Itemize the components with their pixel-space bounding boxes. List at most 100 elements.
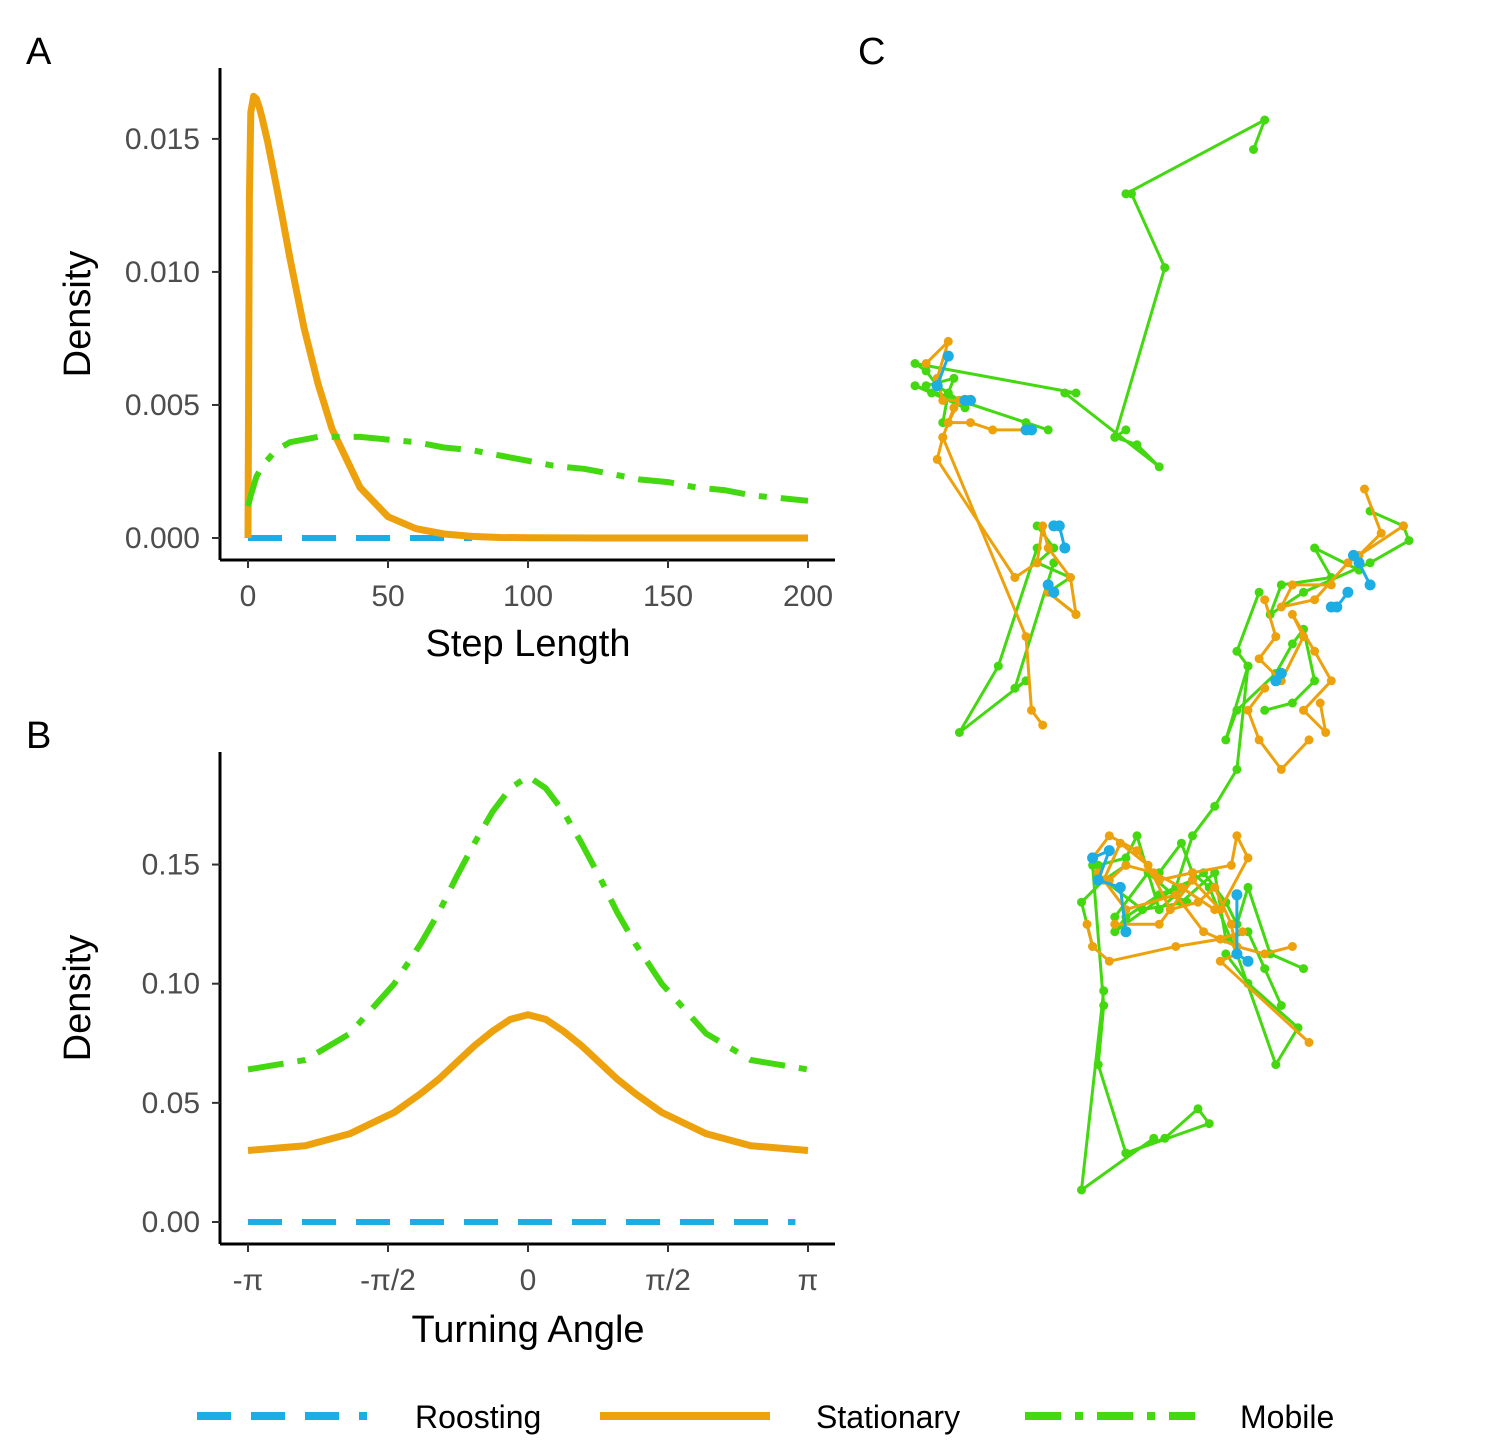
- track-point-stationary: [1171, 942, 1181, 951]
- track-point-stationary: [1304, 735, 1314, 745]
- series-line-stationary: [247, 1011, 809, 1154]
- y-tick-label: 0.015: [125, 123, 200, 156]
- track-point-roosting: [1364, 579, 1376, 591]
- track-point-mobile: [1043, 425, 1053, 435]
- x-tick-label: 100: [503, 580, 553, 613]
- track-point-stationary: [1154, 919, 1164, 929]
- track-point-stationary: [1171, 890, 1181, 900]
- y-tick-label: 0.005: [125, 389, 200, 422]
- panel-b-y-ticks: 0.00 0.05 0.10 0.15: [142, 849, 220, 1239]
- track-path-mobile: [957, 547, 1056, 734]
- track-path-stationary: [1246, 687, 1311, 771]
- track-path-mobile: [1268, 509, 1411, 616]
- track-point-mobile: [1110, 432, 1120, 442]
- x-tick-label: 150: [643, 580, 693, 613]
- panel-b-y-axis-title: Density: [57, 935, 99, 1062]
- track-point-stationary: [1065, 573, 1075, 582]
- track-point-stationary: [1104, 956, 1114, 966]
- track-point-stationary: [1287, 580, 1297, 590]
- track-point-mobile: [1260, 964, 1270, 974]
- track-path-stationary: [1091, 834, 1250, 926]
- track-point-stationary: [1254, 654, 1264, 664]
- track-point-stationary: [1276, 764, 1286, 774]
- track-point-stationary: [1071, 609, 1081, 619]
- track-point-mobile: [1071, 388, 1081, 398]
- track-point-mobile: [1021, 418, 1031, 428]
- track-path-mobile: [913, 384, 1050, 432]
- track-point-stationary: [921, 359, 931, 368]
- track-point-stationary: [1260, 683, 1270, 693]
- y-tick-label: 0.15: [142, 849, 200, 882]
- track-point-mobile: [1010, 683, 1020, 693]
- x-tick-label: 0: [240, 580, 257, 613]
- track-point-mobile: [1160, 1133, 1170, 1143]
- x-tick-label: -π: [233, 1264, 264, 1297]
- track-point-stationary: [1260, 949, 1270, 959]
- track-point-mobile: [1154, 905, 1164, 915]
- track-point-mobile: [910, 359, 920, 368]
- x-tick-label: 50: [371, 580, 404, 613]
- x-tick-label: -π/2: [360, 1264, 416, 1297]
- track-point-stationary: [1038, 521, 1048, 531]
- track-point-stationary: [1271, 632, 1281, 642]
- track-point-mobile: [1110, 912, 1120, 922]
- track-point-mobile: [1287, 698, 1297, 708]
- track-path-mobile: [1113, 871, 1283, 1007]
- track-point-mobile: [1260, 115, 1270, 125]
- track-point-roosting: [1231, 948, 1243, 960]
- track-point-mobile: [1221, 949, 1231, 959]
- track-point-roosting: [1042, 579, 1054, 591]
- track-point-roosting: [942, 350, 954, 362]
- track-point-stationary: [1310, 595, 1320, 605]
- track-point-mobile: [1149, 1133, 1159, 1143]
- track-point-stationary: [1088, 942, 1098, 951]
- track-point-mobile: [910, 381, 920, 391]
- track-path-mobile: [1080, 990, 1155, 1192]
- track-point-stationary: [1110, 919, 1120, 929]
- y-tick-label: 0.000: [125, 522, 200, 555]
- panel-a-x-axis-title: Step Length: [426, 623, 631, 665]
- track-point-mobile: [949, 373, 959, 383]
- track-point-stationary: [966, 418, 975, 428]
- track-point-stationary: [1226, 860, 1236, 870]
- track-point-mobile: [1176, 838, 1186, 848]
- track-point-stationary: [1149, 868, 1159, 878]
- track-point-mobile: [1232, 646, 1242, 656]
- track-point-stationary: [1188, 875, 1197, 885]
- track-point-mobile: [1210, 868, 1220, 878]
- track-point-mobile: [1060, 388, 1070, 398]
- track-point-stationary: [1243, 853, 1253, 863]
- y-tick-label: 0.010: [125, 256, 200, 289]
- track-point-stationary: [1143, 860, 1153, 870]
- track-point-mobile: [1299, 964, 1308, 974]
- y-tick-label: 0.10: [142, 968, 200, 1001]
- x-tick-label: 200: [783, 580, 833, 613]
- track-point-stationary: [1082, 919, 1092, 929]
- panel-a-y-ticks: 0.000 0.005 0.010 0.015: [125, 123, 220, 555]
- track-point-stationary: [1215, 956, 1225, 966]
- panel-b-tag: B: [26, 715, 51, 757]
- track-point-stationary: [1299, 705, 1308, 715]
- track-point-stationary: [932, 454, 942, 464]
- track-point-mobile: [1249, 145, 1258, 154]
- track-path-stationary: [935, 407, 1078, 616]
- track-point-mobile: [1121, 853, 1131, 863]
- track-point-stationary: [1304, 1037, 1314, 1047]
- track-point-roosting: [1231, 889, 1243, 901]
- track-point-stationary: [1021, 632, 1031, 642]
- track-point-mobile: [1127, 189, 1136, 199]
- legend: Roosting Stationary Mobile: [197, 1399, 1334, 1435]
- track-point-mobile: [1232, 705, 1242, 715]
- track-point-roosting: [1103, 845, 1115, 857]
- x-tick-label: 0: [520, 1264, 537, 1297]
- track-point-stationary: [1226, 919, 1236, 929]
- track-point-mobile: [927, 388, 937, 398]
- track-point-roosting: [1275, 667, 1287, 679]
- y-tick-label: 0.00: [142, 1206, 200, 1239]
- track-point-stationary: [1165, 905, 1175, 915]
- track-point-mobile: [1260, 705, 1270, 715]
- track-point-mobile: [1093, 860, 1103, 870]
- track-point-mobile: [1254, 587, 1264, 597]
- track-point-roosting: [1242, 955, 1254, 967]
